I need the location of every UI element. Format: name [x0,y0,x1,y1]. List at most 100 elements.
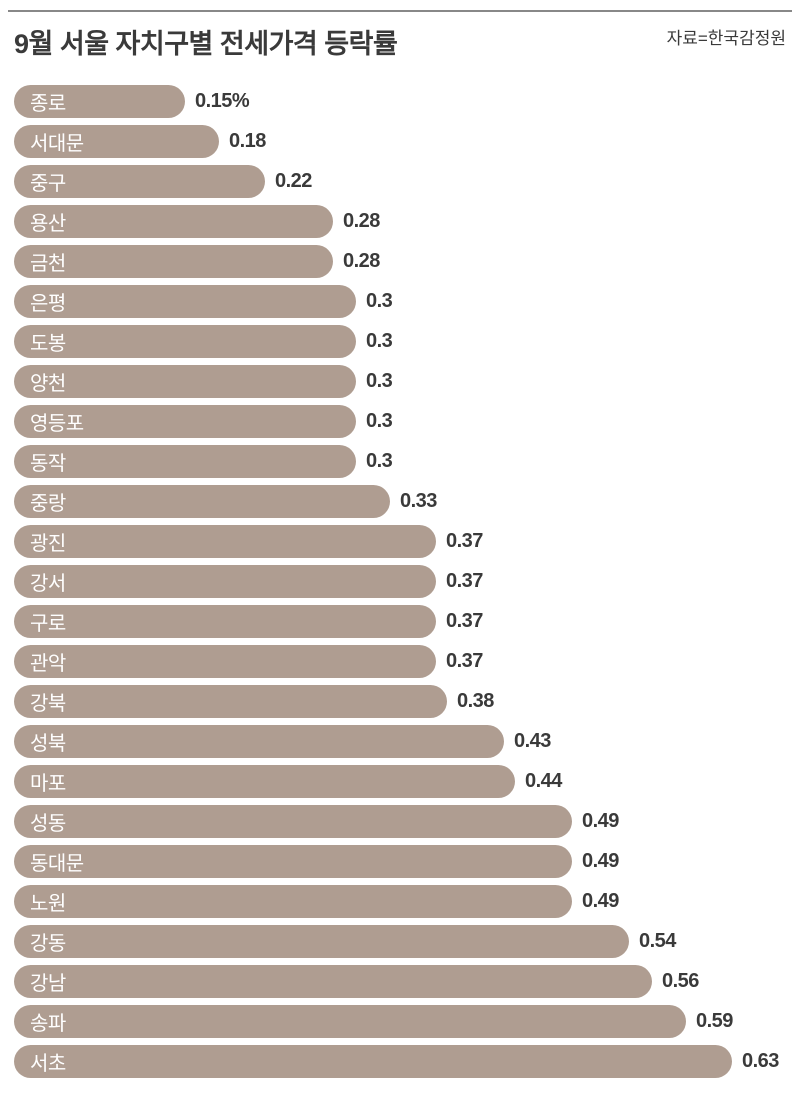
bar-value: 0.44 [525,770,562,793]
bar: 성북 [14,725,504,758]
bar-label: 강서 [30,567,66,596]
bar-value: 0.59 [696,1010,733,1033]
bar: 광진 [14,525,436,558]
bar: 성동 [14,805,572,838]
bar-label: 서대문 [30,127,84,156]
bar-value: 0.28 [343,210,380,233]
chart-source: 자료=한국감정원 [667,24,786,49]
bar-label: 도봉 [30,327,66,356]
bar-value: 0.28 [343,250,380,273]
bar: 마포 [14,765,515,798]
bar-row: 구로 0.37 [14,605,780,638]
bar-label: 중구 [30,167,66,196]
bar-row: 도봉 0.3 [14,325,780,358]
bar-row: 종로 0.15% [14,85,780,118]
bar-label: 송파 [30,1007,66,1036]
bar: 동대문 [14,845,572,878]
bar-value: 0.54 [639,930,676,953]
bar: 서대문 [14,125,219,158]
bar-row: 마포 0.44 [14,765,780,798]
bar: 종로 [14,85,185,118]
bar-label: 종로 [30,87,66,116]
bar-value: 0.49 [582,890,619,913]
bar-row: 성동 0.49 [14,805,780,838]
bar-row: 광진 0.37 [14,525,780,558]
bar-label: 구로 [30,607,66,636]
bar-label: 성동 [30,807,66,836]
bar-value: 0.3 [366,410,392,433]
bar-value: 0.3 [366,370,392,393]
bar-chart: 종로 0.15% 서대문 0.18 중구 0.22 용산 0.28 금천 0.28 은평 0.3 도봉 0… [0,61,800,1078]
bar-row: 송파 0.59 [14,1005,780,1038]
bar-row: 동작 0.3 [14,445,780,478]
bar-value: 0.63 [742,1050,779,1073]
bar: 동작 [14,445,356,478]
bar-value: 0.18 [229,130,266,153]
bar-row: 중랑 0.33 [14,485,780,518]
bar-row: 서초 0.63 [14,1045,780,1078]
bar-row: 강동 0.54 [14,925,780,958]
bar-row: 중구 0.22 [14,165,780,198]
bar-row: 양천 0.3 [14,365,780,398]
bar: 중랑 [14,485,390,518]
bar-value: 0.37 [446,570,483,593]
bar: 강남 [14,965,652,998]
bar: 은평 [14,285,356,318]
bar-label: 동대문 [30,847,84,876]
bar-value: 0.33 [400,490,437,513]
bar-label: 마포 [30,767,66,796]
bar-value: 0.38 [457,690,494,713]
bar: 도봉 [14,325,356,358]
bar-value: 0.15% [195,90,249,113]
bar: 금천 [14,245,333,278]
bar-label: 용산 [30,207,66,236]
bar-row: 강서 0.37 [14,565,780,598]
bar-value: 0.37 [446,530,483,553]
bar-row: 은평 0.3 [14,285,780,318]
bar-value: 0.37 [446,610,483,633]
bar-label: 관악 [30,647,66,676]
bar-row: 동대문 0.49 [14,845,780,878]
bar-label: 성북 [30,727,66,756]
bar: 강북 [14,685,447,718]
bar-label: 노원 [30,887,66,916]
bar-label: 금천 [30,247,66,276]
bar-label: 동작 [30,447,66,476]
bar-value: 0.49 [582,810,619,833]
bar-row: 성북0.43 [14,725,780,758]
bar-value: 0.56 [662,970,699,993]
bar: 노원 [14,885,572,918]
bar-row: 서대문 0.18 [14,125,780,158]
bar-label: 양천 [30,367,66,396]
bar: 용산 [14,205,333,238]
bar: 강서 [14,565,436,598]
bar-label: 중랑 [30,487,66,516]
bar-label: 강동 [30,927,66,956]
bar-row: 강북 0.38 [14,685,780,718]
bar: 영등포 [14,405,356,438]
bar: 중구 [14,165,265,198]
bar-value: 0.3 [366,330,392,353]
bar-label: 강북 [30,687,66,716]
header-row: 9월 서울 자치구별 전세가격 등락률 자료=한국감정원 [0,12,800,61]
chart-title: 9월 서울 자치구별 전세가격 등락률 [14,22,397,61]
bar: 구로 [14,605,436,638]
bar-row: 영등포 0.3 [14,405,780,438]
bar-value: 0.22 [275,170,312,193]
bar-label: 서초 [30,1047,66,1076]
bar-row: 노원 0.49 [14,885,780,918]
bar: 관악 [14,645,436,678]
bar-value: 0.49 [582,850,619,873]
bar-value: 0.3 [366,450,392,473]
bar: 양천 [14,365,356,398]
bar-value: 0.37 [446,650,483,673]
bar-label: 강남 [30,967,66,996]
bar-label: 영등포 [30,407,84,436]
bar-value: 0.3 [366,290,392,313]
bar-row: 관악 0.37 [14,645,780,678]
bar-row: 용산 0.28 [14,205,780,238]
bar-row: 금천 0.28 [14,245,780,278]
bar: 송파 [14,1005,686,1038]
bar: 서초 [14,1045,732,1078]
bar-row: 강남 0.56 [14,965,780,998]
